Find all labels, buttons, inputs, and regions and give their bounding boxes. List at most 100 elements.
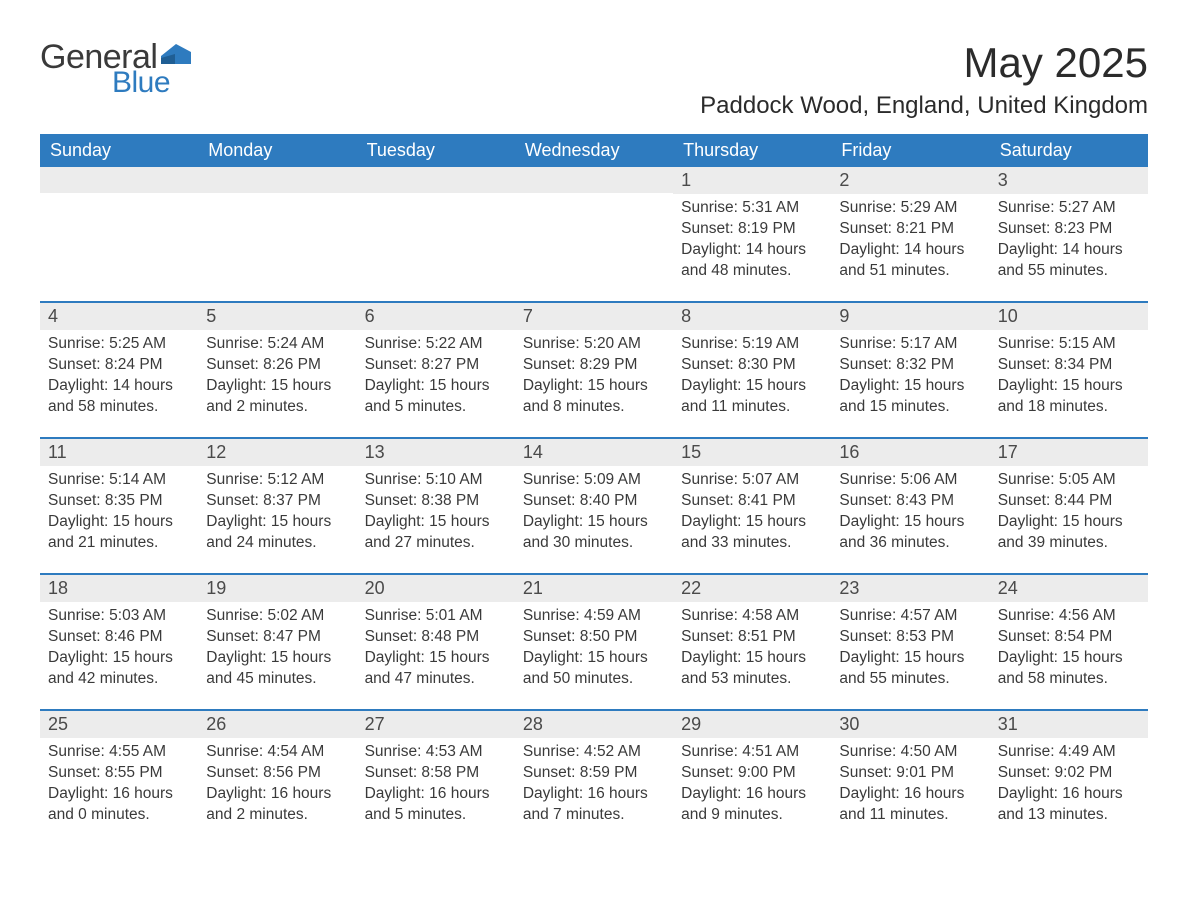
day-daylight1: Daylight: 15 hours [998, 512, 1140, 533]
day-number: 3 [998, 170, 1008, 190]
day-number: 15 [681, 442, 701, 462]
day-daylight2: and 15 minutes. [839, 397, 981, 418]
day-number: 2 [839, 170, 849, 190]
day-sunrise: Sunrise: 5:09 AM [523, 470, 665, 491]
day-number-row: 12 [198, 439, 356, 466]
calendar-day: 10Sunrise: 5:15 AMSunset: 8:34 PMDayligh… [990, 303, 1148, 423]
day-daylight2: and 33 minutes. [681, 533, 823, 554]
day-sunrise: Sunrise: 4:57 AM [839, 606, 981, 627]
calendar-week: 1Sunrise: 5:31 AMSunset: 8:19 PMDaylight… [40, 167, 1148, 287]
day-number: 29 [681, 714, 701, 734]
day-content: Sunrise: 4:56 AMSunset: 8:54 PMDaylight:… [990, 602, 1148, 694]
day-daylight2: and 47 minutes. [365, 669, 507, 690]
logo-text-blue: Blue [112, 68, 170, 98]
day-content: Sunrise: 5:22 AMSunset: 8:27 PMDaylight:… [357, 330, 515, 422]
day-daylight2: and 45 minutes. [206, 669, 348, 690]
day-daylight1: Daylight: 14 hours [681, 240, 823, 261]
weekday-header: Monday [198, 134, 356, 167]
calendar-day: 16Sunrise: 5:06 AMSunset: 8:43 PMDayligh… [831, 439, 989, 559]
weekday-header: Saturday [990, 134, 1148, 167]
day-content: Sunrise: 4:57 AMSunset: 8:53 PMDaylight:… [831, 602, 989, 694]
day-sunrise: Sunrise: 4:54 AM [206, 742, 348, 763]
day-daylight2: and 58 minutes. [998, 669, 1140, 690]
day-daylight1: Daylight: 16 hours [206, 784, 348, 805]
calendar-day: 13Sunrise: 5:10 AMSunset: 8:38 PMDayligh… [357, 439, 515, 559]
day-number: 30 [839, 714, 859, 734]
day-content: Sunrise: 5:20 AMSunset: 8:29 PMDaylight:… [515, 330, 673, 422]
day-number-row: 26 [198, 711, 356, 738]
day-number-row: 10 [990, 303, 1148, 330]
day-daylight1: Daylight: 15 hours [839, 512, 981, 533]
day-content: Sunrise: 5:27 AMSunset: 8:23 PMDaylight:… [990, 194, 1148, 286]
day-daylight2: and 30 minutes. [523, 533, 665, 554]
day-daylight2: and 21 minutes. [48, 533, 190, 554]
calendar-week: 25Sunrise: 4:55 AMSunset: 8:55 PMDayligh… [40, 709, 1148, 831]
day-content: Sunrise: 4:53 AMSunset: 8:58 PMDaylight:… [357, 738, 515, 830]
day-daylight1: Daylight: 16 hours [523, 784, 665, 805]
day-number-row: 2 [831, 167, 989, 194]
day-daylight2: and 50 minutes. [523, 669, 665, 690]
day-daylight1: Daylight: 15 hours [365, 376, 507, 397]
day-daylight2: and 39 minutes. [998, 533, 1140, 554]
day-number: 6 [365, 306, 375, 326]
day-number-row [198, 167, 356, 193]
day-daylight1: Daylight: 14 hours [998, 240, 1140, 261]
day-number-row: 3 [990, 167, 1148, 194]
flag-icon [161, 44, 191, 68]
day-daylight2: and 5 minutes. [365, 805, 507, 826]
day-number: 19 [206, 578, 226, 598]
day-daylight2: and 5 minutes. [365, 397, 507, 418]
day-sunset: Sunset: 8:43 PM [839, 491, 981, 512]
day-number: 18 [48, 578, 68, 598]
day-number: 17 [998, 442, 1018, 462]
calendar-day: 14Sunrise: 5:09 AMSunset: 8:40 PMDayligh… [515, 439, 673, 559]
calendar-day [357, 167, 515, 287]
calendar-day: 7Sunrise: 5:20 AMSunset: 8:29 PMDaylight… [515, 303, 673, 423]
day-content: Sunrise: 5:12 AMSunset: 8:37 PMDaylight:… [198, 466, 356, 558]
day-sunset: Sunset: 8:21 PM [839, 219, 981, 240]
calendar-day: 24Sunrise: 4:56 AMSunset: 8:54 PMDayligh… [990, 575, 1148, 695]
day-content: Sunrise: 5:10 AMSunset: 8:38 PMDaylight:… [357, 466, 515, 558]
calendar-day: 8Sunrise: 5:19 AMSunset: 8:30 PMDaylight… [673, 303, 831, 423]
calendar-day: 4Sunrise: 5:25 AMSunset: 8:24 PMDaylight… [40, 303, 198, 423]
day-sunset: Sunset: 8:55 PM [48, 763, 190, 784]
day-sunrise: Sunrise: 4:51 AM [681, 742, 823, 763]
day-daylight1: Daylight: 15 hours [365, 648, 507, 669]
day-sunrise: Sunrise: 5:15 AM [998, 334, 1140, 355]
day-sunset: Sunset: 8:40 PM [523, 491, 665, 512]
day-number: 1 [681, 170, 691, 190]
day-content: Sunrise: 5:03 AMSunset: 8:46 PMDaylight:… [40, 602, 198, 694]
calendar-day: 25Sunrise: 4:55 AMSunset: 8:55 PMDayligh… [40, 711, 198, 831]
day-number: 4 [48, 306, 58, 326]
weekday-header: Wednesday [515, 134, 673, 167]
day-number-row: 29 [673, 711, 831, 738]
day-daylight2: and 24 minutes. [206, 533, 348, 554]
day-sunset: Sunset: 8:50 PM [523, 627, 665, 648]
day-content: Sunrise: 5:24 AMSunset: 8:26 PMDaylight:… [198, 330, 356, 422]
day-sunset: Sunset: 8:35 PM [48, 491, 190, 512]
weekday-header: Thursday [673, 134, 831, 167]
day-daylight2: and 18 minutes. [998, 397, 1140, 418]
page-header: General Blue May 2025 Paddock Wood, Engl… [40, 40, 1148, 130]
calendar-day [515, 167, 673, 287]
day-number-row: 25 [40, 711, 198, 738]
day-number: 26 [206, 714, 226, 734]
calendar-day: 30Sunrise: 4:50 AMSunset: 9:01 PMDayligh… [831, 711, 989, 831]
day-sunset: Sunset: 8:30 PM [681, 355, 823, 376]
calendar-day: 27Sunrise: 4:53 AMSunset: 8:58 PMDayligh… [357, 711, 515, 831]
day-sunset: Sunset: 9:01 PM [839, 763, 981, 784]
day-number-row: 24 [990, 575, 1148, 602]
day-number-row: 21 [515, 575, 673, 602]
day-sunset: Sunset: 9:00 PM [681, 763, 823, 784]
day-content: Sunrise: 5:29 AMSunset: 8:21 PMDaylight:… [831, 194, 989, 286]
day-daylight1: Daylight: 14 hours [48, 376, 190, 397]
day-number-row: 1 [673, 167, 831, 194]
day-daylight1: Daylight: 15 hours [206, 648, 348, 669]
day-sunset: Sunset: 8:23 PM [998, 219, 1140, 240]
day-sunrise: Sunrise: 5:22 AM [365, 334, 507, 355]
logo: General Blue [40, 40, 191, 98]
day-number-row: 6 [357, 303, 515, 330]
day-sunrise: Sunrise: 5:03 AM [48, 606, 190, 627]
weeks-container: 1Sunrise: 5:31 AMSunset: 8:19 PMDaylight… [40, 167, 1148, 831]
day-daylight2: and 55 minutes. [998, 261, 1140, 282]
